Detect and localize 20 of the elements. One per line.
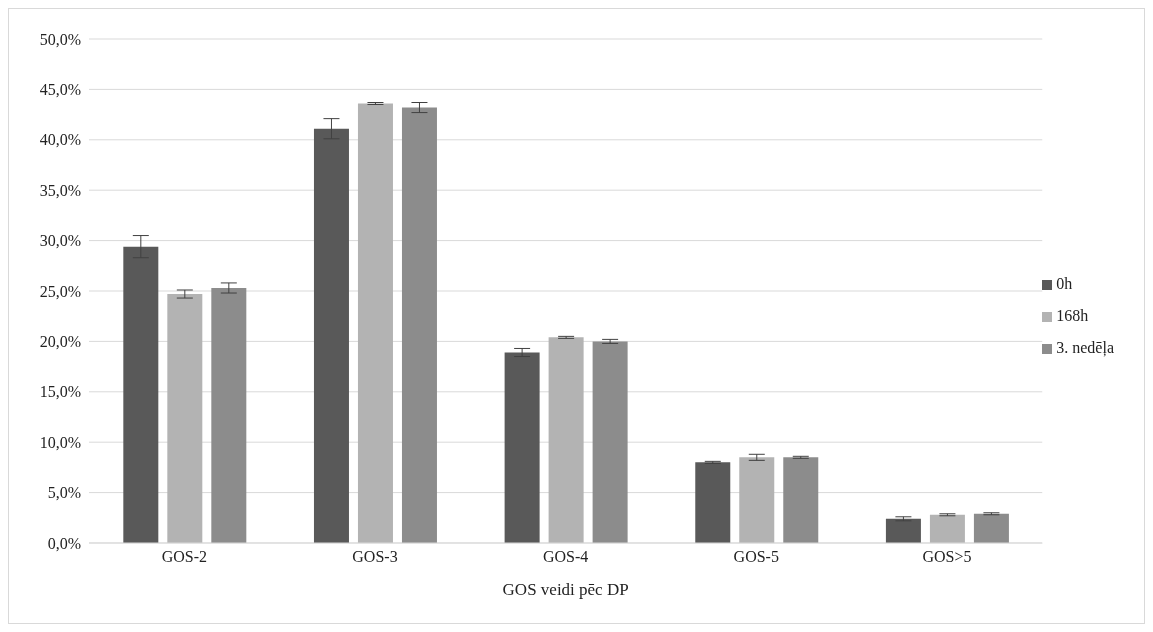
y-tick-label: 15,0% <box>39 383 81 401</box>
legend-label: 0h <box>1056 275 1073 292</box>
y-tick-label: 35,0% <box>39 181 81 199</box>
y-tick-label: 30,0% <box>39 232 81 250</box>
x-tick-label: GOS>5 <box>922 548 972 566</box>
x-tick-label: GOS-5 <box>733 548 779 566</box>
legend-label: 168h <box>1056 307 1089 324</box>
y-tick-label: 0,0% <box>47 534 81 552</box>
y-tick-label: 25,0% <box>39 282 81 300</box>
legend-label: 3. nedēļa <box>1056 339 1114 356</box>
y-tick-label: 50,0% <box>39 30 81 48</box>
y-tick-label: 5,0% <box>47 484 81 502</box>
y-tick-label: 45,0% <box>39 81 81 99</box>
y-tick-label: 10,0% <box>39 433 81 451</box>
x-tick-label: GOS-4 <box>542 548 589 566</box>
x-tick-label: GOS-2 <box>161 548 207 566</box>
x-tick-label: GOS-3 <box>352 548 398 566</box>
y-tick-label: 40,0% <box>39 131 81 149</box>
y-tick-label: 20,0% <box>39 333 81 351</box>
x-axis-title: GOS veidi pēc DP <box>502 580 629 599</box>
